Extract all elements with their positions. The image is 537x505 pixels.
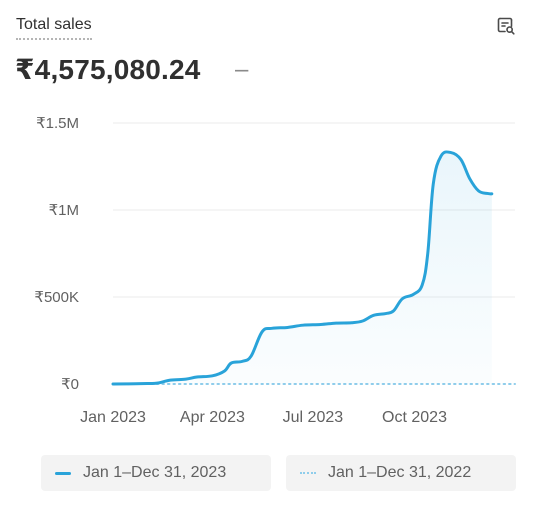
y-tick-label: ₹1.5M — [36, 115, 79, 132]
change-indicator: – — [235, 56, 249, 83]
series-line-current — [111, 150, 494, 386]
sales-line-chart: ₹0 ₹500K ₹1M ₹1.5M Jan 2023 Apr 2023 Jul 2023… — [34, 115, 516, 426]
y-tick-label: ₹500K — [34, 289, 79, 306]
chart-search-icon[interactable] — [494, 14, 518, 38]
x-tick-label: Jan 2023 — [80, 409, 146, 426]
legend-label: Jan 1–Dec 31, 2022 — [328, 464, 472, 481]
legend-swatch-dotted — [300, 472, 316, 474]
x-tick-label: Jul 2023 — [283, 409, 344, 426]
total-sales-value: ₹4,575,080.24 — [15, 54, 201, 85]
legend-swatch-solid — [55, 471, 71, 475]
chart-search-icon-glyph — [497, 17, 515, 35]
x-axis: Jan 2023 Apr 2023 Jul 2023 Oct 2023 — [80, 409, 447, 426]
legend-label: Jan 1–Dec 31, 2023 — [83, 464, 227, 481]
y-tick-label: ₹1M — [49, 202, 79, 219]
chart-series — [111, 150, 516, 386]
series-area-current — [113, 151, 492, 384]
legend-item-comparison[interactable]: Jan 1–Dec 31, 2022 — [286, 455, 516, 491]
x-tick-label: Oct 2023 — [382, 409, 447, 426]
x-tick-label: Apr 2023 — [180, 409, 245, 426]
y-axis: ₹0 ₹500K ₹1M ₹1.5M — [34, 115, 79, 393]
card-title[interactable]: Total sales — [16, 15, 92, 40]
legend-item-current[interactable]: Jan 1–Dec 31, 2023 — [41, 455, 271, 491]
y-tick-label: ₹0 — [61, 376, 79, 393]
